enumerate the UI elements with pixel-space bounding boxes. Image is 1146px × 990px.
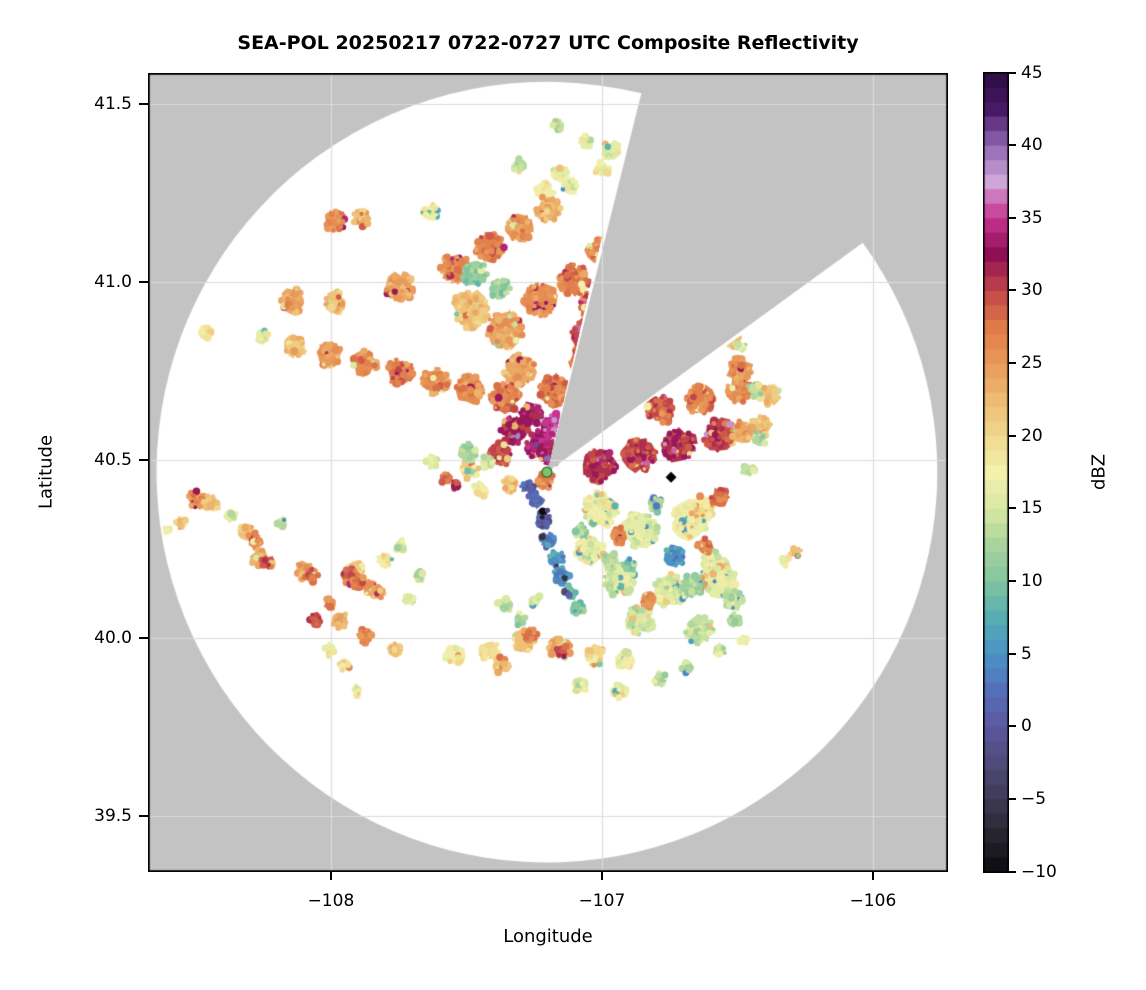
y-tick-label: 41.0 xyxy=(94,272,132,292)
y-axis-label: Latitude xyxy=(35,434,57,510)
radar-plot-canvas xyxy=(148,73,948,872)
x-tick-label: −108 xyxy=(307,891,355,911)
colorbar-tick-label: 0 xyxy=(1021,716,1032,737)
colorbar-tick xyxy=(1009,579,1016,582)
x-tick xyxy=(871,872,874,880)
y-tick-label: 40.5 xyxy=(94,450,132,471)
colorbar-tick-label: 20 xyxy=(1021,425,1043,446)
x-tick xyxy=(600,872,603,880)
colorbar-tick-label: 35 xyxy=(1021,207,1043,228)
colorbar-tick xyxy=(1009,870,1016,873)
colorbar-tick xyxy=(1009,652,1016,655)
colorbar-tick-label: 15 xyxy=(1021,498,1043,519)
y-tick xyxy=(139,815,148,818)
colorbar-tick xyxy=(1009,797,1016,800)
x-tick-label: −107 xyxy=(578,891,626,911)
colorbar-tick xyxy=(1009,725,1016,728)
colorbar-tick-label: 40 xyxy=(1021,135,1043,156)
y-tick-label: 41.5 xyxy=(94,93,132,114)
y-tick xyxy=(139,281,148,283)
colorbar-tick-label: 45 xyxy=(1021,62,1043,83)
y-tick-label: 39.5 xyxy=(94,806,132,827)
y-tick xyxy=(139,637,148,640)
colorbar-tick-label: 25 xyxy=(1021,353,1043,374)
colorbar-tick xyxy=(1009,289,1016,292)
colorbar-tick-label: −10 xyxy=(1021,861,1057,882)
colorbar-tick-label: 5 xyxy=(1021,643,1032,664)
colorbar-tick-label: −5 xyxy=(1021,788,1047,809)
colorbar-tick-label: 30 xyxy=(1021,280,1043,301)
colorbar-label: dBZ xyxy=(1088,453,1110,491)
colorbar-tick xyxy=(1009,144,1016,147)
y-tick xyxy=(139,459,148,462)
colorbar-tick-label: 10 xyxy=(1021,570,1043,591)
chart-title: SEA-POL 20250217 0722-0727 UTC Composite… xyxy=(237,32,859,54)
colorbar-tick xyxy=(1009,71,1016,74)
y-tick-label: 40.0 xyxy=(94,628,132,649)
y-tick xyxy=(139,102,148,105)
colorbar-tick xyxy=(1009,434,1016,437)
x-tick-label: −106 xyxy=(849,891,897,911)
colorbar-tick xyxy=(1009,507,1016,510)
x-axis-label: Longitude xyxy=(503,926,593,947)
colorbar-tick xyxy=(1009,216,1016,219)
colorbar-canvas xyxy=(983,72,1009,873)
x-tick xyxy=(329,872,332,880)
colorbar-tick xyxy=(1009,362,1016,365)
